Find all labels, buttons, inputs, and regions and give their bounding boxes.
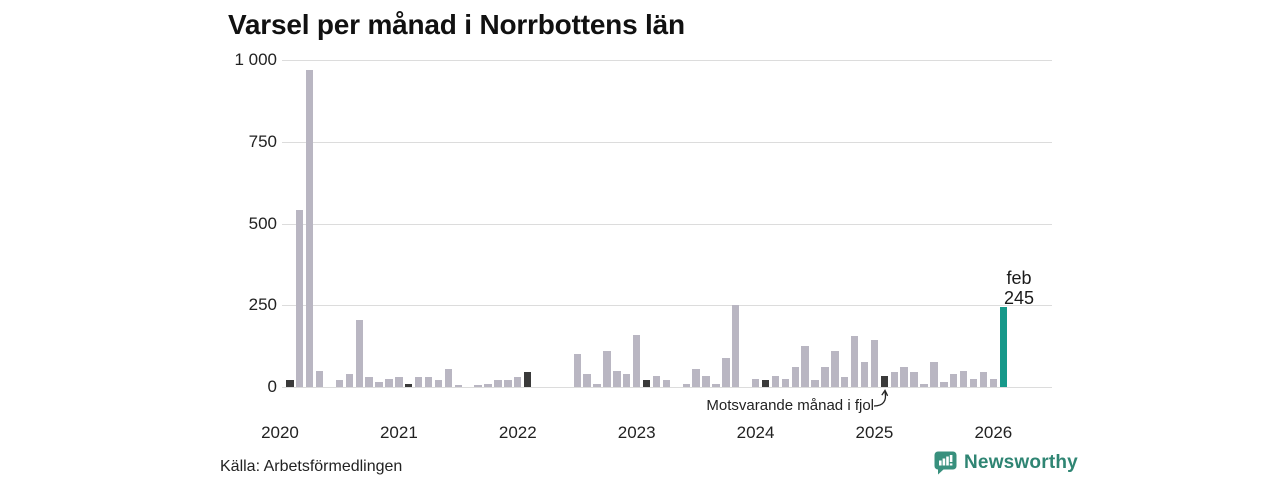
bar-2025-dec [979,372,988,387]
bar-2023-jun [682,383,690,387]
bar-2024-sep [831,351,839,387]
bar-2020-aug [345,373,354,387]
x-axis-year-label-2025: 2025 [855,423,894,442]
bar-2024-maj [791,367,799,387]
gridline-500 [282,223,1052,225]
bar-2021-nov [494,380,502,387]
bar-2020-apr [306,69,314,387]
bar-2023-sep [712,383,720,387]
bar-2023-jan [632,334,641,387]
bar-2020-sep [355,319,363,387]
bar-2021-feb [405,383,413,387]
bar-2021-jan [395,377,403,387]
bar-2026-feb [999,306,1007,387]
bar-2025-aug [940,382,948,387]
x-axis-year-label-2021: 2021 [379,423,418,442]
bar-2021-mar [415,377,423,387]
annotation-label: Motsvarande månad i fjol [706,397,874,414]
bar-2025-nov [969,378,978,387]
bar-2020-jul [335,380,344,387]
y-axis-tick-label: 0 [267,377,277,396]
bar-2025-mar [890,372,898,387]
bar-2023-nov [732,305,740,387]
bar-2023-mar [652,375,661,387]
current-bar-label-month: feb [1006,268,1032,288]
y-axis-tick-label: 1 000 [234,50,277,69]
gridline-750 [282,141,1052,143]
bar-2024-okt [841,377,849,387]
bar-2025-sep [950,373,958,387]
bar-2024-jun [801,346,809,387]
bar-2025-apr [900,367,908,387]
bar-2020-dec [385,378,393,387]
bar-2023-apr [662,380,671,387]
bar-2021-jun [444,369,453,387]
bar-2024-dec [860,362,869,387]
bar-2021-okt [484,383,492,387]
bar-2024-jul [811,380,819,387]
newsworthy-logo-icon [934,451,957,475]
bar-2022-jan [514,377,522,387]
bar-2022-aug [583,373,591,387]
bar-2020-feb [286,380,294,387]
bar-2025-okt [959,370,968,387]
x-axis-year-label-2024: 2024 [736,423,775,442]
x-axis-year-label-2022: 2022 [498,423,537,442]
current-bar-label-value: 245 [1003,288,1035,308]
bar-2023-okt [722,357,730,387]
bar-2022-dec [623,373,631,387]
x-axis-year-label-2023: 2023 [617,423,656,442]
current-bar-label: feb 245 [987,268,1051,308]
bar-2023-feb [642,380,651,387]
bar-2021-jul [454,385,463,387]
bar-2020-mar [296,210,304,387]
bar-2024-nov [850,336,859,387]
bar-2024-feb [761,380,770,387]
gridline-0 [282,387,1052,388]
bar-2023-jul [692,369,700,387]
bar-2025-feb [880,375,889,387]
chart-title: Varsel per månad i Norrbottens län [228,9,685,40]
bar-2022-feb [523,372,532,387]
bar-2022-sep [593,383,601,387]
newsworthy-logo-text: Newsworthy [964,452,1078,473]
bar-2021-sep [474,385,482,387]
bar-2021-dec [504,380,512,387]
x-axis-year-label-2026: 2026 [974,423,1013,442]
y-axis-tick-label: 500 [248,213,277,233]
bar-2020-nov [375,382,383,387]
bar-2025-jan [870,339,879,387]
bar-2023-aug [702,375,710,387]
bar-2022-jul [573,354,581,387]
gridline-250 [282,305,1052,307]
bar-2024-apr [781,378,789,387]
y-axis-tick-label: 750 [248,131,277,151]
annotation-arrow-icon [873,389,889,407]
bar-2024-aug [821,367,829,387]
x-axis-year-label-2020: 2020 [261,423,299,442]
source-label: Källa: Arbetsförmedlingen [220,458,403,475]
bar-2025-maj [910,372,918,387]
bar-2025-jul [930,362,938,387]
bar-2024-jan [751,378,760,387]
bar-2026-jan [989,378,998,387]
bar-2022-nov [613,370,621,387]
bar-2020-okt [365,377,373,387]
bar-2025-jun [920,384,928,387]
gridline-1000 [282,60,1052,61]
bar-2021-maj [434,380,443,387]
bar-2021-apr [424,377,433,387]
bar-2022-okt [603,351,611,387]
bar-2024-mar [771,375,780,387]
y-axis-tick-label: 250 [248,295,277,315]
newsworthy-logo[interactable]: Newsworthy [934,451,1078,475]
bar-2020-maj [315,370,324,387]
